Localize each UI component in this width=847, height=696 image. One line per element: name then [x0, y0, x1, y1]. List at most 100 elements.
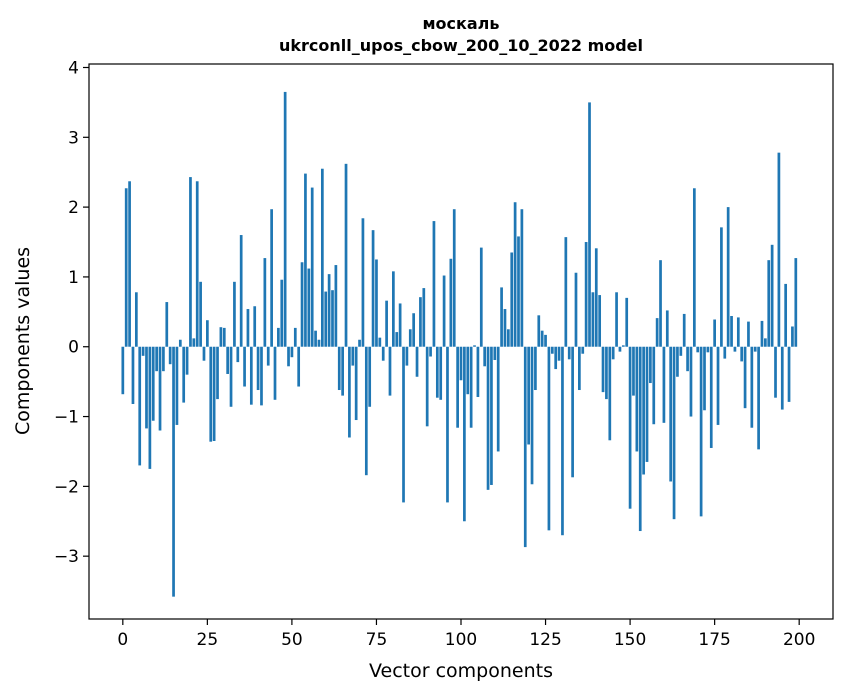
bar-component-173 — [706, 346, 710, 353]
bar-component-185 — [747, 321, 750, 347]
bar-component-160 — [662, 346, 666, 423]
bar-component-15 — [172, 346, 175, 597]
bar-component-48 — [283, 91, 287, 347]
bar-component-121 — [530, 346, 534, 485]
bar-component-123 — [537, 315, 541, 347]
bar-component-178 — [723, 346, 727, 359]
bar-component-153 — [638, 346, 642, 532]
bar-component-11 — [158, 346, 162, 431]
x-axis-ticks: 0 25 50 75 100 125 150 175 200 — [117, 619, 815, 650]
bar-component-54 — [304, 173, 307, 347]
bar-component-1 — [124, 188, 128, 347]
bar-component-199 — [794, 258, 798, 347]
bar-component-110 — [493, 346, 497, 360]
bar-component-116 — [513, 202, 517, 347]
bar-component-186 — [750, 346, 754, 428]
bar-component-142 — [601, 346, 605, 393]
bar-component-183 — [740, 346, 744, 362]
bar-component-111 — [496, 346, 500, 452]
bar-component-129 — [557, 346, 561, 361]
bar-component-14 — [168, 346, 172, 365]
bar-component-56 — [310, 187, 314, 347]
bar-component-23 — [199, 281, 202, 347]
bar-component-13 — [165, 302, 169, 347]
bar-component-119 — [523, 346, 527, 548]
bar-component-181 — [733, 346, 737, 352]
bar-component-12 — [162, 346, 165, 372]
bar-component-102 — [466, 346, 470, 395]
bar-component-60 — [324, 291, 328, 347]
bar-component-136 — [581, 346, 585, 354]
bar-component-135 — [578, 346, 581, 391]
bar-component-2 — [128, 181, 131, 347]
bar-component-124 — [540, 330, 544, 347]
bar-component-20 — [189, 177, 192, 347]
bar-component-84 — [405, 346, 409, 366]
bar-component-139 — [591, 292, 595, 347]
bar-component-197 — [787, 346, 791, 402]
bar-component-97 — [449, 258, 453, 347]
bar-component-198 — [791, 326, 794, 347]
bar-component-96 — [446, 346, 449, 503]
bar-component-50 — [290, 346, 294, 358]
bar-component-98 — [452, 209, 456, 347]
bar-component-42 — [263, 258, 267, 347]
bar-component-5 — [138, 346, 142, 466]
bar-component-46 — [277, 327, 280, 347]
bar-component-61 — [327, 274, 331, 347]
bar-component-83 — [402, 346, 405, 503]
bar-component-86 — [412, 313, 416, 347]
bar-component-38 — [249, 346, 253, 405]
bar-component-193 — [774, 346, 777, 398]
chart-title: москаль — [422, 14, 499, 33]
bar-component-99 — [456, 346, 459, 428]
x-tick-label: 150 — [614, 630, 646, 650]
bar-component-40 — [256, 346, 260, 391]
bar-component-66 — [344, 163, 348, 347]
bar-component-64 — [337, 346, 341, 391]
bar-component-93 — [435, 346, 439, 398]
chart-subtitle: ukrconll_upos_cbow_200_10_2022 model — [279, 36, 643, 55]
bar-component-155 — [645, 346, 649, 462]
bar-component-51 — [293, 327, 297, 347]
bar-component-37 — [246, 309, 250, 347]
bar-component-151 — [632, 346, 635, 396]
bar-component-52 — [297, 346, 301, 387]
bar-component-172 — [703, 346, 706, 411]
bar-component-35 — [239, 235, 243, 347]
x-tick-label: 125 — [529, 630, 561, 650]
bar-component-76 — [378, 337, 382, 347]
bar-component-85 — [408, 329, 412, 347]
bar-component-149 — [625, 297, 629, 347]
bar-component-16 — [175, 346, 179, 425]
x-axis-label: Vector components — [369, 660, 553, 682]
bar-component-49 — [287, 346, 290, 367]
bar-component-169 — [692, 188, 696, 347]
bar-component-176 — [716, 346, 720, 425]
bar-component-68 — [351, 346, 355, 366]
bar-component-55 — [307, 268, 311, 347]
bar-component-69 — [354, 346, 358, 421]
bar-component-74 — [371, 230, 375, 347]
bar-component-120 — [527, 346, 530, 445]
bar-component-100 — [459, 346, 463, 381]
bar-component-128 — [554, 346, 558, 370]
bar-component-117 — [517, 236, 520, 347]
bar-component-25 — [206, 320, 209, 347]
bar-component-138 — [588, 102, 591, 347]
bar-component-131 — [564, 237, 568, 347]
bar-component-95 — [442, 275, 446, 347]
x-tick-label: 100 — [445, 630, 477, 650]
bar-component-148 — [621, 345, 625, 347]
bar-component-106 — [479, 247, 483, 347]
x-tick-label: 175 — [698, 630, 730, 650]
bar-component-175 — [713, 319, 716, 347]
bar-component-28 — [216, 346, 219, 400]
y-tick-label: 2 — [68, 198, 79, 218]
bars — [121, 91, 798, 597]
bar-component-164 — [676, 346, 679, 377]
bar-component-108 — [486, 346, 490, 490]
bar-component-18 — [182, 346, 186, 403]
bar-component-39 — [253, 306, 257, 347]
